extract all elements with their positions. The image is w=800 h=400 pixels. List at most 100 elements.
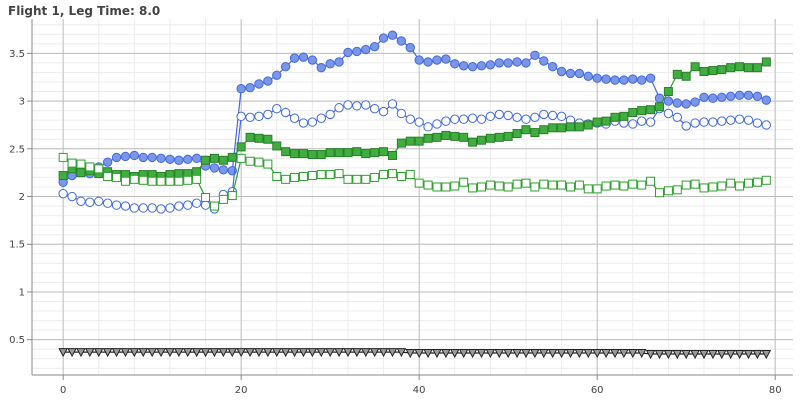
data-point [485, 60, 496, 70]
data-point [628, 108, 638, 118]
data-point [272, 141, 282, 151]
data-point [183, 200, 193, 210]
data-point [245, 156, 255, 166]
data-point [726, 178, 736, 188]
data-point [432, 349, 442, 359]
data-point [120, 201, 131, 211]
data-point [272, 171, 282, 181]
data-point [565, 349, 576, 359]
data-point [627, 349, 638, 359]
data-point [467, 113, 478, 123]
data-point [467, 349, 478, 359]
data-point [708, 350, 718, 360]
data-point [271, 348, 282, 358]
data-point [663, 108, 674, 119]
data-point [111, 348, 122, 358]
data-point [58, 188, 68, 199]
data-point [254, 79, 264, 89]
data-point [459, 132, 469, 142]
data-point [316, 170, 326, 180]
data-point [316, 113, 326, 123]
data-point [547, 110, 558, 121]
data-point [708, 117, 718, 127]
data-point [227, 191, 237, 201]
data-point [307, 150, 317, 160]
data-point [67, 348, 77, 358]
data-point [352, 174, 362, 184]
data-point [743, 115, 754, 125]
data-point [672, 69, 682, 79]
data-point [574, 68, 585, 79]
data-point [405, 170, 415, 180]
x-tick-label: 0 [60, 385, 66, 396]
data-point [316, 62, 326, 73]
data-point [467, 62, 478, 72]
chart-title: Flight 1, Leg Time: 8.0 [8, 4, 161, 18]
data-point [761, 350, 772, 360]
data-point [165, 154, 175, 165]
data-point [414, 136, 424, 146]
x-tick-label: 60 [591, 385, 604, 396]
data-point [485, 180, 495, 190]
data-point [574, 122, 584, 132]
data-point [512, 129, 522, 139]
data-point [272, 104, 282, 114]
data-point [476, 135, 486, 145]
y-tick-label: 1 [19, 287, 25, 298]
data-point [289, 113, 300, 123]
data-point [761, 175, 771, 185]
data-point [76, 159, 86, 169]
data-point [94, 164, 104, 174]
data-point [245, 83, 255, 93]
data-point [459, 177, 469, 187]
data-point [761, 120, 771, 130]
data-point [227, 152, 237, 162]
data-point [343, 100, 353, 110]
data-point [396, 138, 406, 148]
data-point [245, 112, 255, 123]
data-point [734, 90, 745, 101]
data-point [102, 157, 113, 167]
data-point [458, 114, 469, 124]
data-point [378, 33, 389, 43]
data-point [601, 181, 611, 191]
data-point [494, 58, 504, 68]
data-point [209, 163, 220, 173]
data-point [360, 348, 371, 358]
data-point [378, 348, 389, 358]
data-point [476, 61, 487, 71]
data-point [378, 106, 389, 117]
data-point [450, 181, 460, 191]
data-point [583, 71, 593, 81]
data-point [156, 204, 166, 214]
data-point [254, 348, 264, 358]
data-point [191, 153, 202, 164]
data-point [485, 349, 496, 359]
data-point [485, 111, 496, 122]
data-point [672, 350, 683, 360]
x-tick-label: 80 [769, 385, 782, 396]
data-point [690, 350, 700, 360]
data-point [592, 184, 602, 194]
data-point [165, 176, 175, 186]
data-point [129, 150, 140, 161]
data-point [690, 62, 700, 72]
data-point [690, 118, 700, 128]
data-point [209, 348, 220, 358]
data-point [174, 176, 184, 186]
data-point [67, 158, 77, 168]
data-point [743, 63, 753, 73]
data-point [396, 108, 407, 119]
data-point [512, 57, 522, 67]
data-point [663, 87, 673, 97]
data-point [307, 171, 317, 181]
data-point [521, 114, 531, 124]
data-point [743, 178, 753, 188]
data-point [646, 105, 656, 115]
data-point [441, 54, 451, 64]
data-point [352, 101, 362, 111]
data-point [325, 170, 335, 180]
data-point [129, 203, 140, 213]
data-point [387, 150, 397, 160]
data-point [289, 348, 300, 358]
